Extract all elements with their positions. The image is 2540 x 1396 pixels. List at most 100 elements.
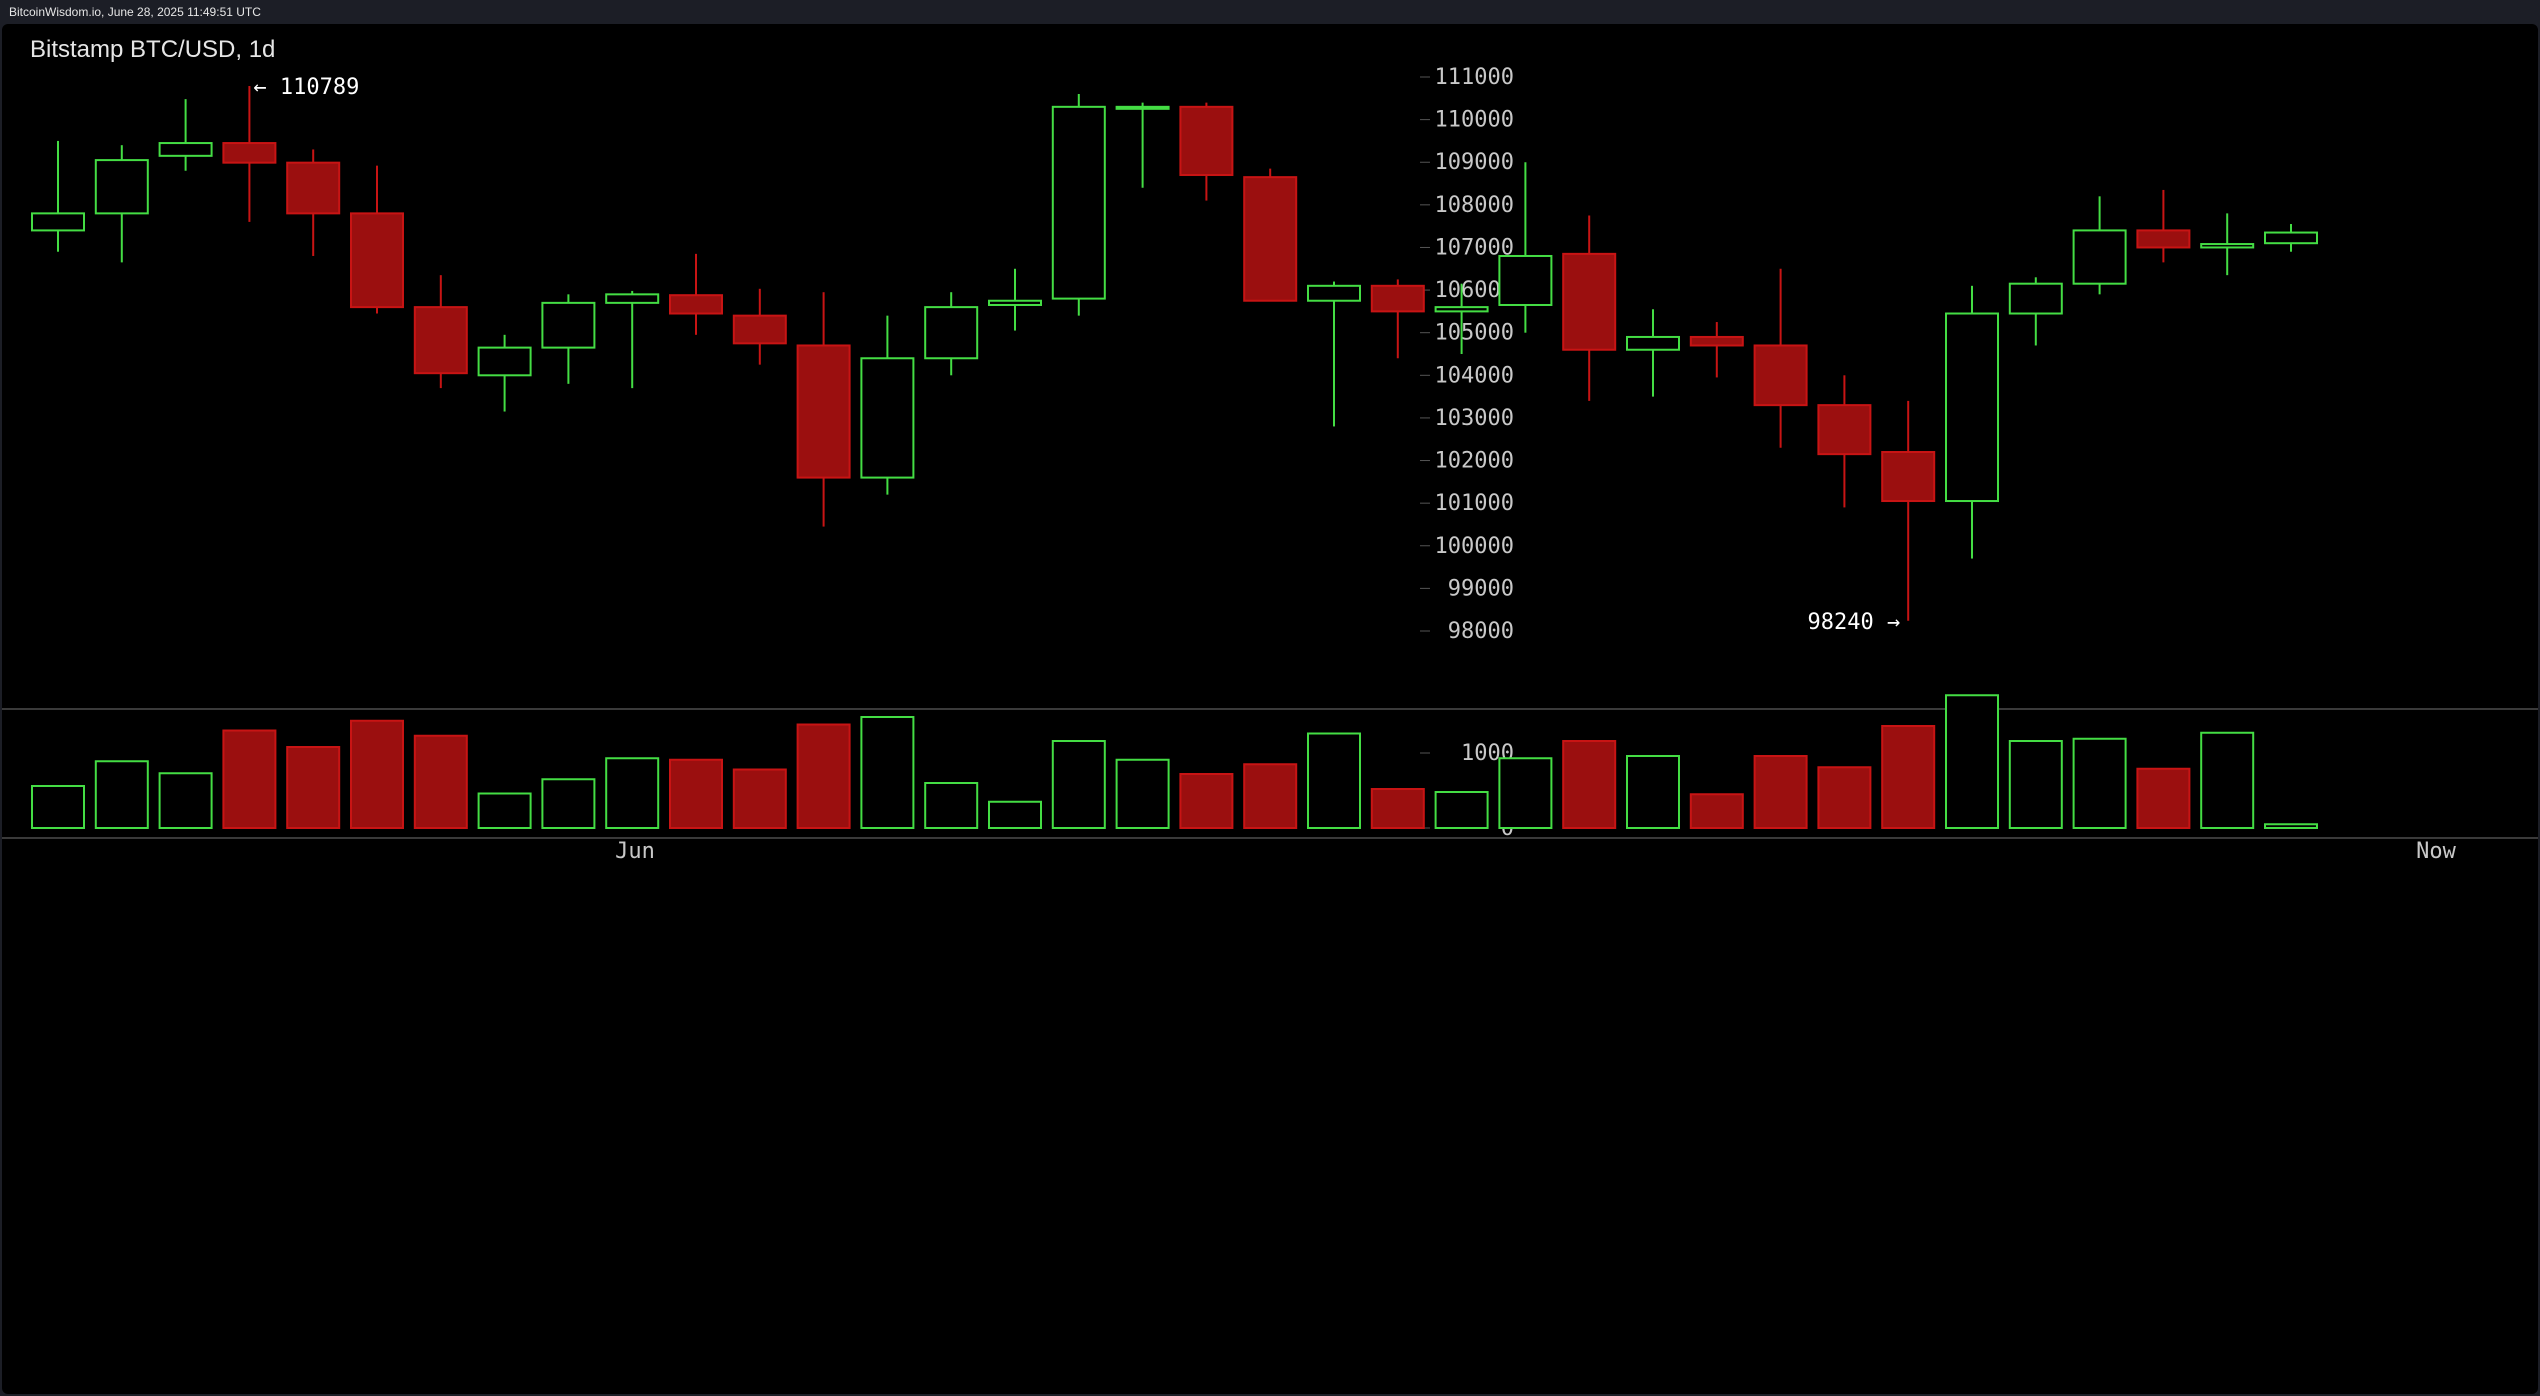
price-annotations: ← 110789 98240 → bbox=[253, 75, 1900, 635]
candle-body-down bbox=[1689, 335, 1744, 347]
volume-bar bbox=[2200, 731, 2255, 829]
candle bbox=[31, 140, 85, 252]
volume-bar bbox=[31, 785, 85, 829]
candle bbox=[286, 149, 341, 256]
volume-bar bbox=[1243, 763, 1298, 829]
candle bbox=[1179, 102, 1234, 201]
candle-body-down bbox=[222, 142, 277, 164]
candle bbox=[860, 315, 915, 495]
volume-bar bbox=[158, 772, 213, 829]
candle bbox=[158, 99, 213, 171]
price-tick-label: 102000 bbox=[1435, 449, 1514, 474]
volume-bar bbox=[94, 760, 149, 829]
price-tick-label: 105000 bbox=[1435, 321, 1514, 346]
candle-body-down bbox=[796, 344, 851, 479]
candle bbox=[2264, 224, 2318, 252]
candle-body-up bbox=[541, 301, 596, 349]
candle-body-down bbox=[350, 212, 404, 309]
price-tick-label: 99000 bbox=[1448, 576, 1514, 601]
candle bbox=[1817, 375, 1872, 508]
price-tick-label: 109000 bbox=[1435, 150, 1514, 175]
candle bbox=[1051, 94, 1106, 316]
candle-body-up bbox=[860, 357, 915, 479]
candle bbox=[1562, 215, 1617, 401]
candle-body-down bbox=[1562, 252, 1617, 351]
candle bbox=[1115, 102, 1170, 188]
candle-body-up bbox=[2200, 243, 2255, 249]
volume-bar bbox=[1881, 725, 1936, 829]
volume-bar bbox=[413, 734, 468, 829]
candle bbox=[605, 290, 660, 389]
candle bbox=[1753, 268, 1808, 448]
candle-body-up bbox=[158, 142, 213, 157]
source-timestamp: BitcoinWisdom.io, June 28, 2025 11:49:51… bbox=[9, 5, 261, 19]
volume-bar bbox=[605, 757, 660, 829]
candle-body-down bbox=[1370, 284, 1425, 313]
candle-body-up bbox=[1945, 312, 1999, 503]
candle bbox=[2200, 213, 2255, 276]
volume-bar bbox=[732, 768, 787, 829]
candle bbox=[222, 85, 277, 222]
low-price-label: 98240 → bbox=[1807, 610, 1900, 635]
candle-body-up bbox=[94, 159, 149, 215]
candle-body-up bbox=[924, 306, 979, 360]
candle bbox=[94, 145, 149, 263]
candle-body-up bbox=[477, 346, 532, 377]
candle bbox=[988, 268, 1042, 331]
volume-bar bbox=[1051, 740, 1106, 829]
price-tick-label: 110000 bbox=[1435, 108, 1514, 133]
candle-body-down bbox=[669, 294, 723, 315]
candle bbox=[1434, 283, 1489, 354]
price-tick-label: 104000 bbox=[1435, 363, 1514, 388]
candle-body-up bbox=[1498, 254, 1553, 306]
candle-body-up bbox=[1307, 284, 1361, 302]
candle-body-down bbox=[1817, 404, 1872, 456]
volume-bar bbox=[1945, 694, 1999, 829]
volume-bar bbox=[1689, 793, 1744, 829]
volume-bar bbox=[988, 800, 1042, 829]
volume-bar bbox=[350, 719, 404, 829]
candle-body-down bbox=[1179, 105, 1234, 177]
price-tick-label: 100000 bbox=[1435, 534, 1514, 559]
volume-bar bbox=[860, 716, 915, 829]
volume-bar bbox=[2136, 767, 2191, 829]
volume-bar bbox=[1307, 732, 1361, 829]
candle-body-up bbox=[1434, 306, 1489, 313]
volume-bar bbox=[669, 758, 723, 829]
candle bbox=[1689, 322, 1744, 378]
volume-bar bbox=[1817, 766, 1872, 829]
candles bbox=[31, 85, 2318, 621]
candle-body-down bbox=[286, 161, 341, 215]
candlestick-chart: 1110001100001090001080001070001060001050… bbox=[2, 65, 2538, 864]
candle-body-down bbox=[413, 306, 468, 375]
candle bbox=[1881, 400, 1936, 621]
candle-body-up bbox=[2072, 229, 2127, 285]
candle bbox=[541, 294, 596, 384]
top-bar: BitcoinWisdom.io, June 28, 2025 11:49:51… bbox=[0, 0, 2540, 24]
candle bbox=[924, 292, 979, 376]
candle bbox=[477, 334, 532, 412]
candle bbox=[669, 253, 723, 335]
volume-bar bbox=[1179, 773, 1234, 829]
volume-bar bbox=[1115, 758, 1170, 829]
candle-body-down bbox=[1881, 451, 1936, 503]
candle-body-down bbox=[2136, 229, 2191, 249]
candle bbox=[1498, 162, 1553, 333]
volume-bar bbox=[1562, 740, 1617, 829]
volume-bar bbox=[1370, 788, 1425, 829]
candle-body-up bbox=[2008, 282, 2063, 315]
volume-bar bbox=[796, 723, 851, 829]
candle bbox=[2008, 277, 2063, 346]
candle-body-up bbox=[31, 212, 85, 232]
candle bbox=[1945, 285, 1999, 559]
volume-bar bbox=[2264, 823, 2318, 829]
candle-body-down bbox=[1753, 344, 1808, 407]
volume-bar bbox=[222, 729, 277, 829]
price-tick-label: 111000 bbox=[1435, 65, 1514, 90]
volume-bar bbox=[1753, 755, 1808, 829]
x-tick-label-now: Now bbox=[2416, 839, 2456, 864]
time-axis: Jun Now bbox=[615, 839, 2456, 864]
volume-bar bbox=[1434, 791, 1489, 829]
candle bbox=[796, 292, 851, 527]
candle-body-down bbox=[732, 314, 787, 345]
